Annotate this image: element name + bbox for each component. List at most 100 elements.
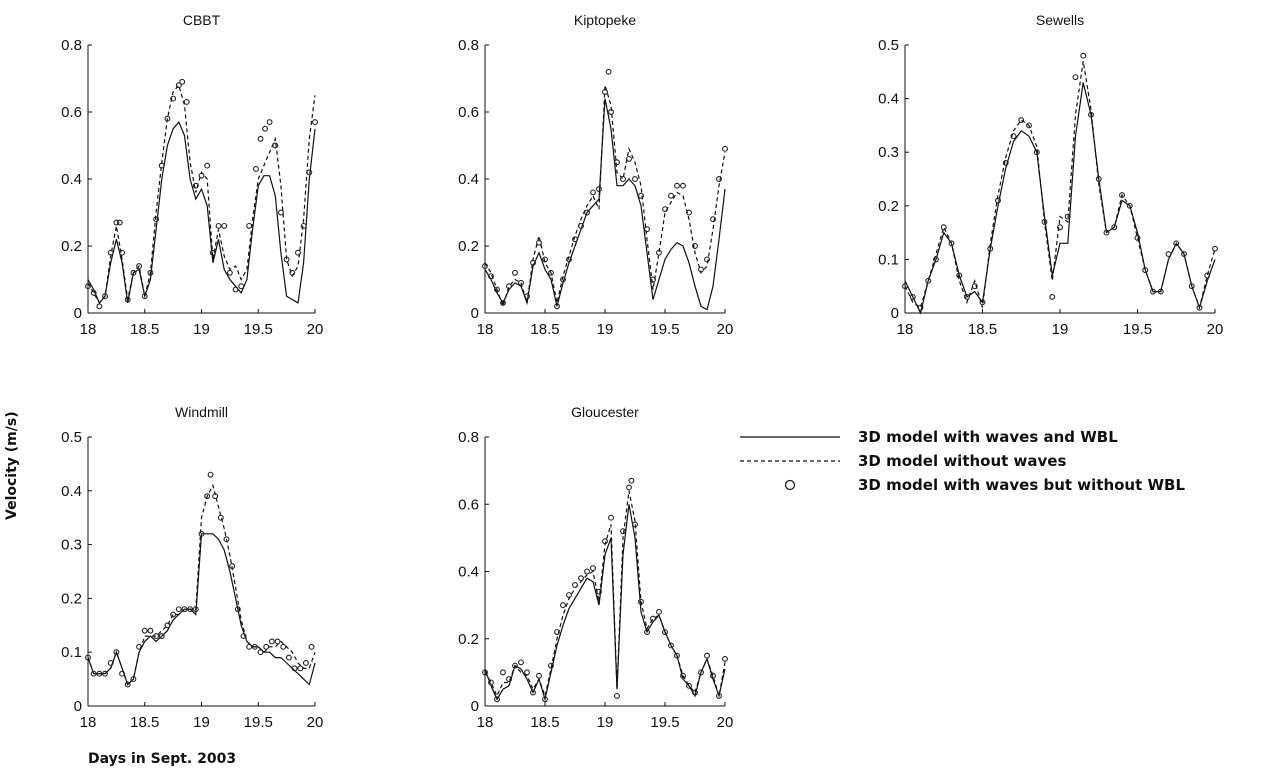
data-point-circle [280, 643, 287, 650]
y-tick-label: 0.4 [61, 171, 82, 188]
data-point-circle [668, 192, 674, 199]
x-tick-label: 19.5 [650, 714, 679, 731]
data-point-circle [971, 283, 978, 290]
data-point-circle [1103, 229, 1110, 236]
y-tick-label: 0 [471, 698, 479, 715]
x-tick-label: 18 [80, 714, 97, 731]
data-point-circle [251, 643, 258, 650]
x-tick-label: 18.5 [130, 714, 159, 731]
data-point-circle [686, 682, 692, 689]
data-point-circle [263, 643, 270, 650]
legend-label: 3D model with waves but without WBL [858, 476, 1186, 494]
data-point-circle [494, 286, 500, 293]
y-tick-label: 0.2 [458, 631, 479, 648]
data-point-circle [158, 162, 165, 169]
series-line-dashed [87, 83, 316, 304]
data-point-circle [536, 672, 542, 679]
x-tick-label: 20 [307, 714, 324, 731]
data-point-circle [512, 269, 518, 276]
data-point-circle [1041, 218, 1048, 225]
subplot-cbbt: CBBT 18 18.5 19 19.5 20 0 0.2 0.4 0.6 0.8 [61, 12, 323, 338]
data-point-circle [175, 82, 182, 89]
y-tick-label: 0.4 [458, 171, 479, 188]
data-point-circle [312, 119, 318, 126]
data-point-circle [107, 660, 114, 666]
data-point-circle [198, 172, 205, 179]
x-axis-label: Days in Sept. 2003 [88, 751, 237, 767]
data-point-circle [153, 633, 160, 640]
data-point-circle [536, 239, 542, 246]
data-point-circle [554, 303, 560, 310]
y-tick-label: 0.2 [61, 590, 82, 607]
data-point-circle [1026, 122, 1032, 129]
data-point-circle [632, 176, 638, 182]
data-point-circle [262, 125, 269, 132]
data-point-circle [1142, 267, 1149, 274]
data-point-circle [141, 627, 148, 634]
data-point-circle [85, 654, 91, 661]
data-point-circle [302, 660, 309, 666]
data-point-circle [85, 283, 91, 290]
data-point-circle [253, 166, 259, 172]
data-point-circle [102, 293, 108, 300]
data-point-circle [119, 249, 126, 256]
data-point-circle [710, 216, 716, 223]
data-point-circle [620, 176, 626, 182]
y-tick-label: 0.4 [458, 564, 479, 581]
data-point-circle [116, 219, 123, 226]
y-tick-label: 0.8 [61, 37, 82, 54]
data-point-circle [170, 95, 177, 102]
data-point-circle [289, 269, 296, 276]
data-point-circle [560, 602, 566, 609]
data-point-circle [1196, 304, 1203, 311]
data-point-circle [933, 256, 939, 263]
data-point-circle [175, 606, 182, 613]
data-point-circle [686, 209, 692, 216]
data-point-circle [590, 189, 596, 196]
data-point-circle [300, 222, 307, 229]
data-point-circle [278, 209, 284, 216]
x-tick-label: 19 [597, 714, 614, 731]
y-tick-label: 0.4 [878, 91, 899, 108]
y-tick-label: 0.6 [458, 496, 479, 513]
data-point-circle [283, 256, 290, 263]
x-tick-label: 18.5 [530, 714, 559, 731]
x-tick-label: 18 [897, 321, 914, 338]
data-point-circle [207, 471, 214, 478]
y-tick-label: 0.5 [61, 429, 82, 446]
data-point-circle [716, 176, 722, 182]
data-point-circle [96, 303, 103, 310]
data-point-circle [192, 182, 199, 189]
data-point-circle [215, 222, 222, 229]
data-point-circle [917, 304, 924, 311]
series-line-dashed [87, 483, 316, 686]
data-point-circle [234, 606, 241, 613]
data-point-circle [566, 592, 572, 598]
data-point-circle [518, 279, 524, 286]
data-point-circle [656, 249, 662, 256]
data-point-circle [482, 263, 488, 270]
data-point-circle [518, 659, 524, 666]
data-point-circle [584, 209, 590, 216]
data-point-circle [596, 186, 602, 193]
data-point-circle [704, 256, 710, 263]
series-line-solid [484, 504, 726, 702]
data-point-circle [542, 256, 548, 263]
y-tick-label: 0.2 [878, 198, 899, 215]
data-point-circle [1111, 224, 1118, 231]
data-point-circle [674, 182, 680, 189]
data-point-circle [488, 679, 494, 686]
data-point-circle [626, 155, 632, 162]
data-point-circle [650, 615, 656, 622]
data-point-circle [187, 606, 194, 613]
x-tick-label: 19.5 [244, 714, 273, 731]
data-point-circle [704, 652, 710, 659]
data-point-circle [229, 563, 236, 570]
x-tick-label: 19 [597, 321, 614, 338]
data-point-circle [662, 629, 668, 635]
y-tick-label: 0.2 [61, 238, 82, 255]
data-point-circle [620, 528, 626, 535]
y-tick-label: 0 [471, 305, 479, 322]
data-point-circle [596, 588, 602, 595]
